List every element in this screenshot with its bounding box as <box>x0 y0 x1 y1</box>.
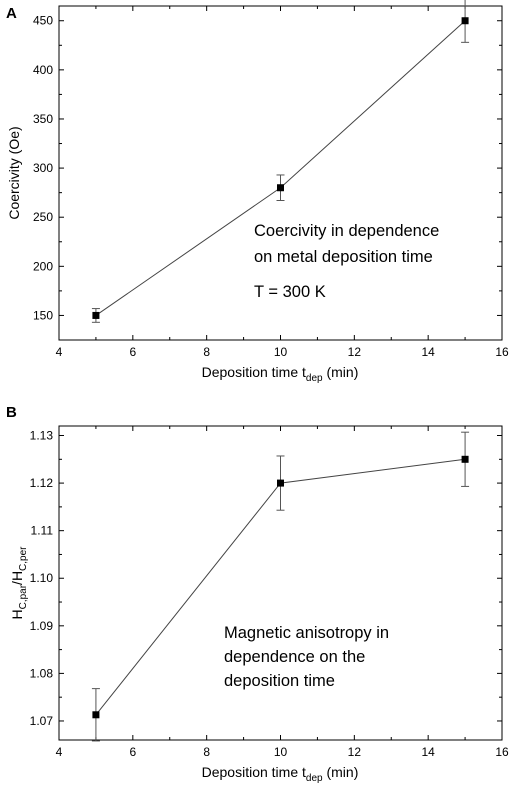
panel-a-x-tick-label: 12 <box>348 345 362 359</box>
panel-a-x-tick-label: 14 <box>421 345 435 359</box>
panel-a-data-point <box>92 311 100 319</box>
panel-b-y-tick-label: 1.11 <box>31 524 54 538</box>
panel-a-y-tick-label: 350 <box>33 112 53 126</box>
panel-b-data-point <box>92 711 100 719</box>
panel-b-y-tick-label: 1.08 <box>30 666 54 680</box>
panel-b-ticks: 4 6 8 10 12 14 16 1.07 1.08 1.09 1.10 1.11 1.12 1.13 <box>30 426 509 759</box>
panel-a-ticks: 4 6 8 10 12 14 16 150 200 250 300 350 400 450 <box>33 6 509 359</box>
panel-b-x-tick-label: 12 <box>348 745 362 759</box>
panel-a-y-tick-label: 300 <box>33 161 53 175</box>
panel-b-x-tick-label: 14 <box>421 745 435 759</box>
panel-a-y-axis-title: Coercivity (Oe) <box>6 126 22 219</box>
panel-a-annotation-line-1: Coercivity in dependence <box>254 222 439 240</box>
panel-a-y-tick-label: 450 <box>33 14 53 28</box>
panel-b-x-tick-label: 16 <box>495 745 509 759</box>
panel-a-x-tick-label: 4 <box>56 345 63 359</box>
panel-a-x-title-sub: dep <box>306 373 323 384</box>
panel-b-y-title-sub-2: C,per <box>18 546 29 571</box>
panel-b-x-tick-label: 8 <box>203 745 210 759</box>
panel-a: A 4 6 8 10 12 14 16 150 200 250 300 350 400 450 Coerc… <box>6 0 509 384</box>
panel-a-annotation: Coercivity in dependence on metal deposi… <box>254 222 439 301</box>
panel-a-x-axis-title: Deposition time tdep (min) <box>202 364 359 384</box>
panel-b-y-title-sep: /H <box>9 571 25 585</box>
panel-b-y-tick-label: 1.10 <box>30 571 54 585</box>
panel-b-label: B <box>6 404 17 421</box>
panel-b-y-tick-label: 1.12 <box>30 476 54 490</box>
panel-a-series-line <box>95 20 466 316</box>
panel-b-x-title-tail: (min) <box>323 764 359 780</box>
panel-b-data-point <box>277 479 284 487</box>
panel-a-data-point <box>461 17 469 25</box>
panel-b-annotation-line-3: deposition time <box>224 672 335 690</box>
panel-b-y-axis-title: HC,par/HC,per <box>9 546 29 620</box>
panel-b-x-title-sub: dep <box>306 773 323 784</box>
panel-a-data <box>91 0 470 323</box>
panel-b-x-tick-label: 4 <box>56 745 63 759</box>
panel-b-x-axis-title: Deposition time tdep (min) <box>202 764 359 784</box>
panel-a-x-tick-label: 8 <box>203 345 210 359</box>
panel-a-y-tick-label: 250 <box>33 210 53 224</box>
panel-b-y-title-main-1: H <box>9 609 25 619</box>
panel-b-y-title-sub-1: C,par <box>18 584 29 609</box>
panel-b-y-tick-label: 1.09 <box>30 619 54 633</box>
panel-a-y-tick-label: 400 <box>33 63 53 77</box>
panel-b-x-title-main: Deposition time t <box>202 764 306 780</box>
panel-b-y-tick-label: 1.07 <box>30 714 54 728</box>
panel-a-x-tick-label: 6 <box>129 345 136 359</box>
panel-a-x-title-tail: (min) <box>323 364 359 380</box>
panel-b-annotation-line-2: dependence on the <box>224 648 365 666</box>
panel-a-label: A <box>6 5 17 22</box>
panel-b: B 4 6 8 10 12 14 16 1.07 1.08 1.09 1.10 1.11 1.12 1.1… <box>6 404 509 784</box>
panel-b-x-tick-label: 10 <box>274 745 288 759</box>
panel-b-annotation: Magnetic anisotropy in dependence on the… <box>224 624 389 690</box>
panel-a-data-point <box>277 184 284 192</box>
panel-a-y-tick-label: 200 <box>33 259 53 273</box>
panel-a-x-tick-label: 16 <box>495 345 509 359</box>
panel-b-annotation-line-1: Magnetic anisotropy in <box>224 624 389 642</box>
panel-b-data <box>91 431 470 742</box>
panel-a-annotation-line-4: T = 300 K <box>254 283 326 301</box>
panel-b-y-tick-label: 1.13 <box>30 429 54 443</box>
panel-b-x-tick-label: 6 <box>129 745 136 759</box>
panel-a-annotation-line-2: on metal deposition time <box>254 248 433 266</box>
panel-a-x-tick-label: 10 <box>274 345 288 359</box>
panel-a-x-title-main: Deposition time t <box>202 364 306 380</box>
panel-a-y-tick-label: 150 <box>33 308 53 322</box>
panel-b-data-point <box>461 455 469 463</box>
